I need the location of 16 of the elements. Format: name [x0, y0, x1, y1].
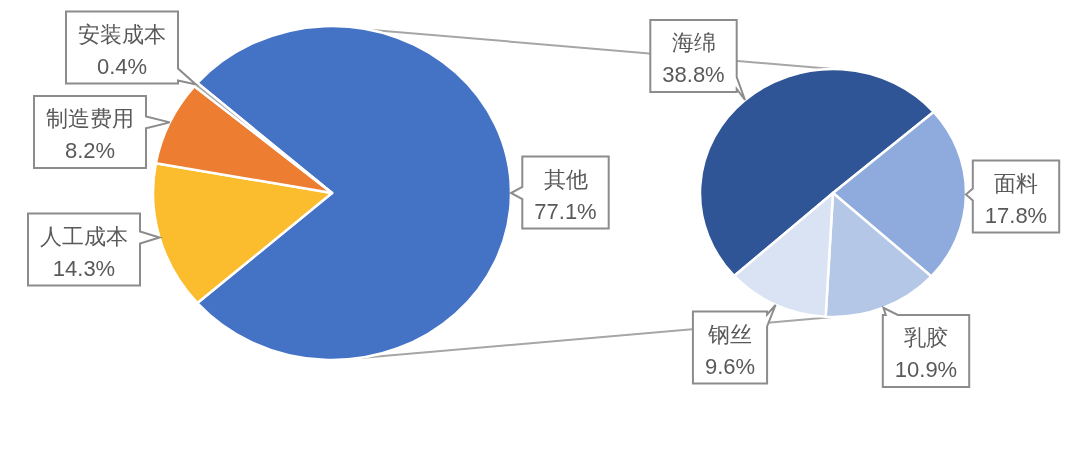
data-label: 8.2%: [64, 138, 116, 163]
data-label: 10.9%: [894, 357, 958, 382]
slice-label: 钢丝: [707, 321, 752, 347]
data-label: 38.8%: [662, 62, 725, 87]
slice-label: 其他: [543, 166, 588, 192]
slice-label: 安装成本: [78, 21, 166, 47]
slice-label: 人工成本: [40, 223, 128, 249]
data-label: 9.6%: [704, 353, 756, 379]
data-label: 0.4%: [96, 53, 148, 79]
slice-label: 乳胶: [904, 325, 948, 350]
slice-label: 面料: [994, 170, 1038, 196]
data-label: 14.3%: [52, 255, 116, 281]
slice-label: 海绵: [671, 30, 716, 55]
data-label: 77.1%: [534, 198, 597, 224]
slice-label: 制造费用: [46, 106, 134, 131]
data-label: 17.8%: [984, 202, 1048, 228]
